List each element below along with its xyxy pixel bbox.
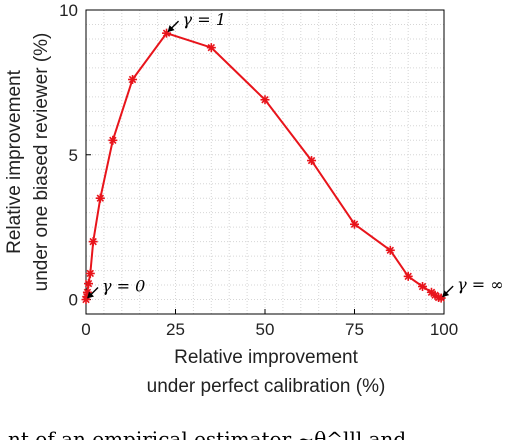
y-tick-label: 10 xyxy=(59,1,78,20)
annotation-label: γ = 0 xyxy=(102,277,145,296)
marker-stroke xyxy=(86,269,95,278)
x-axis-label-line1: Relative improvement xyxy=(174,347,358,368)
x-tick-label: 100 xyxy=(430,320,458,339)
y-tick-label: 0 xyxy=(69,291,78,310)
annotations: γ = 1 γ = 0 γ = ∞ xyxy=(87,10,504,299)
data-point xyxy=(85,268,95,278)
data-point xyxy=(88,237,98,247)
data-point xyxy=(403,271,413,281)
annotation-arrowhead xyxy=(87,291,94,299)
annotation: γ = 0 xyxy=(87,277,145,299)
caption-fragment: nt of an empirical estimator ~θ^lll and xyxy=(8,427,406,440)
x-tick-labels: 0 25 50 75 100 xyxy=(81,320,458,339)
marker-stroke xyxy=(109,136,117,145)
marker-stroke xyxy=(89,237,97,246)
y-axis-label-2: under one biased reviewer (%) xyxy=(31,33,52,292)
data-point xyxy=(128,74,138,84)
y-axis-label-line1: Relative improvement xyxy=(4,69,25,253)
marker-stroke xyxy=(350,220,359,228)
data-point xyxy=(307,156,317,166)
marker-stroke xyxy=(207,43,216,52)
marker-stroke xyxy=(83,288,92,297)
marker-stroke xyxy=(261,96,269,104)
x-tick-label: 0 xyxy=(81,320,90,339)
y-axis-label-line2: under one biased reviewer (%) xyxy=(31,33,52,292)
marker-stroke xyxy=(386,246,395,255)
y-axis-label: Relative improvement xyxy=(4,69,25,253)
x-axis-label-line2: under perfect calibration (%) xyxy=(147,376,386,397)
marker-stroke xyxy=(404,272,412,281)
marker-stroke xyxy=(427,288,436,297)
y-tick-label: 5 xyxy=(69,146,78,165)
marker-stroke xyxy=(84,279,93,288)
x-tick-label: 25 xyxy=(166,320,185,339)
data-point xyxy=(108,135,118,145)
x-tick-label: 50 xyxy=(256,320,275,339)
annotation-label: γ = ∞ xyxy=(457,275,503,294)
marker-stroke xyxy=(418,282,427,291)
y-tick-labels: 0 5 10 xyxy=(59,1,78,310)
series-layer xyxy=(81,28,446,305)
data-point xyxy=(84,279,94,289)
data-point xyxy=(260,95,270,105)
data-point xyxy=(206,43,216,53)
data-point xyxy=(385,245,395,255)
data-point xyxy=(350,219,359,229)
data-point xyxy=(95,193,105,203)
annotation-arrowhead xyxy=(442,290,450,298)
data-point xyxy=(162,28,172,38)
annotation-arrowhead xyxy=(167,25,175,33)
marker-stroke xyxy=(128,75,137,84)
grid xyxy=(85,9,445,314)
annotation: γ = ∞ xyxy=(442,275,504,298)
annotation-label: γ = 1 xyxy=(183,10,226,29)
data-point xyxy=(418,281,428,291)
marker-stroke xyxy=(307,156,316,165)
marker-stroke xyxy=(431,291,439,299)
x-tick-label: 75 xyxy=(345,320,364,339)
ticks xyxy=(85,9,445,314)
annotation: γ = 1 xyxy=(167,10,226,33)
marker-stroke xyxy=(96,194,105,202)
